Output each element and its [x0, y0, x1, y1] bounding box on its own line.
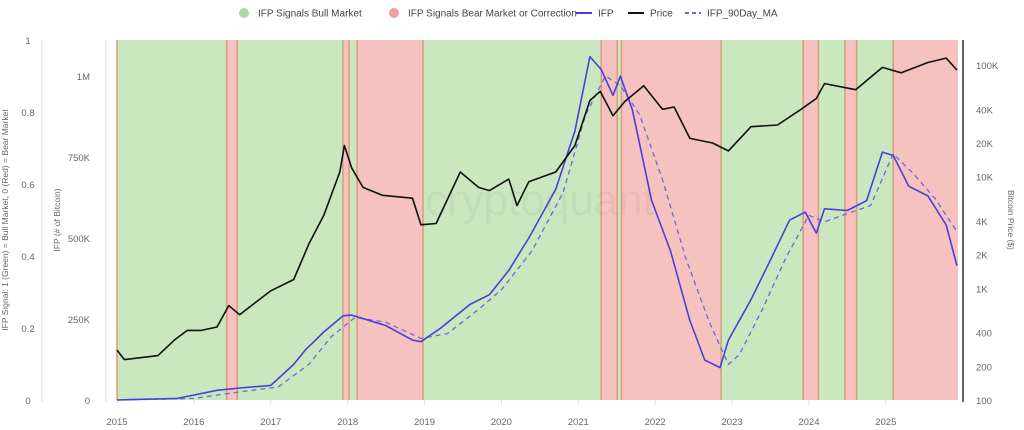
ifp-tick-label: 750K	[68, 153, 91, 164]
bull-band	[117, 40, 227, 400]
x-tick-label: 2019	[414, 417, 435, 425]
ifp-tick-label: 500K	[68, 234, 91, 245]
signal-tick-label: 0.8	[21, 108, 34, 119]
signal-tick-label: 0.4	[21, 252, 34, 263]
x-tick-label: 2023	[721, 417, 742, 425]
x-tick-label: 2025	[875, 417, 896, 425]
legend-item: IFP_90Day_MA	[685, 9, 778, 20]
legend-dot-icon	[389, 8, 399, 18]
price-tick-label: 400	[976, 329, 992, 340]
price-tick-label: 100K	[976, 61, 999, 72]
signal-tick-label: 0.2	[21, 324, 34, 335]
legend-label: IFP Signals Bear Market or Correction	[408, 9, 577, 20]
bull-band	[818, 40, 845, 400]
x-tick-label: 2016	[183, 417, 204, 425]
price-tick-label: 4K	[976, 217, 988, 228]
legend-label: IFP Signals Bull Market	[258, 9, 362, 20]
price-tick-label: 1K	[976, 284, 988, 295]
legend-label: Price	[650, 9, 673, 20]
x-tick-label: 2021	[568, 417, 589, 425]
legend-label: IFP	[598, 9, 614, 20]
x-tick-label: 2015	[106, 417, 127, 425]
bull-band	[349, 40, 357, 400]
price-tick-label: 10K	[976, 173, 994, 184]
price-tick-label: 2K	[976, 251, 988, 262]
signal-tick-label: 0	[25, 396, 30, 407]
x-tick-label: 2018	[337, 417, 358, 425]
bear-band	[227, 40, 238, 400]
price-tick-label: 100	[976, 396, 992, 407]
bear-band	[893, 40, 958, 400]
bull-band	[237, 40, 343, 400]
price-tick-label: 20K	[976, 139, 994, 150]
bear-band	[803, 40, 818, 400]
signal-tick-label: 0.6	[21, 180, 34, 191]
price-tick-label: 200	[976, 362, 992, 373]
signal-axis-title: IFP Signal: 1 (Green) = Bull Market, 0 (…	[0, 109, 10, 331]
legend-item: IFP Signals Bull Market	[239, 8, 362, 20]
bear-band	[845, 40, 857, 400]
legend-item: IFP	[576, 9, 614, 20]
legend: IFP Signals Bull Market IFP Signals Bear …	[239, 8, 778, 20]
ifp-axis-title: IFP (# of Bitcoin)	[52, 188, 62, 251]
legend-label: IFP_90Day_MA	[707, 9, 778, 20]
ifp-tick-label: 250K	[68, 315, 91, 326]
x-tick-label: 2024	[798, 417, 819, 425]
signal-tick-label: 1	[25, 36, 30, 47]
legend-item: IFP Signals Bear Market or Correction	[389, 8, 577, 20]
x-tick-label: 2022	[645, 417, 666, 425]
legend-item: Price	[628, 9, 673, 20]
x-tick-label: 2020	[491, 417, 512, 425]
ifp-tick-label: 1M	[77, 72, 90, 83]
price-axis-title: Bitcoin Price ($)	[1006, 190, 1016, 250]
bear-band	[357, 40, 423, 400]
legend-dot-icon	[239, 8, 249, 18]
x-tick-label: 2017	[260, 417, 281, 425]
ifp-tick-label: 0	[85, 396, 90, 407]
bear-band	[343, 40, 349, 400]
price-tick-label: 40K	[976, 105, 994, 116]
bull-band	[857, 40, 893, 400]
